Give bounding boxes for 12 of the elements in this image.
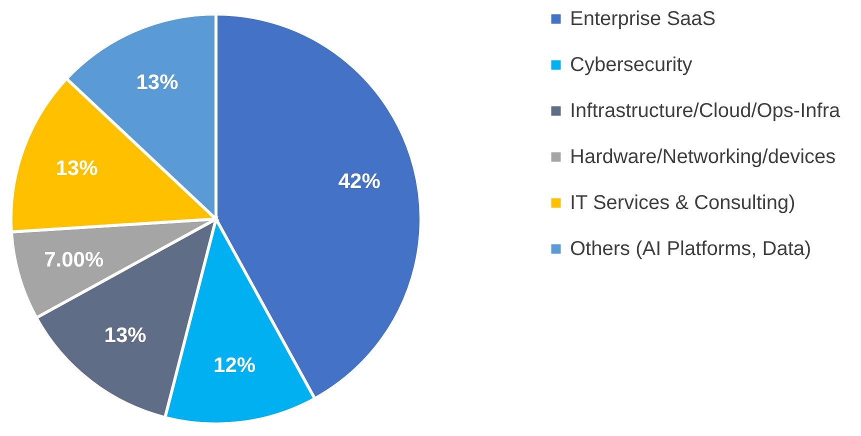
legend-label: Enterprise SaaS — [570, 8, 716, 30]
data-label: 13% — [104, 324, 147, 347]
data-label: 12% — [214, 354, 256, 377]
data-label: 13% — [56, 156, 98, 180]
legend-label: IT Services & Consulting) — [570, 192, 796, 214]
data-label: 42% — [338, 170, 381, 194]
legend-label: Hardware/Networking/devices — [570, 146, 836, 168]
data-label: 7.00% — [44, 248, 104, 272]
legend-label: Inftrastructure/Cloud/Ops-Infra — [570, 100, 841, 122]
legend-label: Others (AI Platforms, Data) — [570, 238, 812, 260]
legend-label: Cybersecurity — [570, 54, 692, 76]
data-label: 13% — [136, 71, 179, 94]
